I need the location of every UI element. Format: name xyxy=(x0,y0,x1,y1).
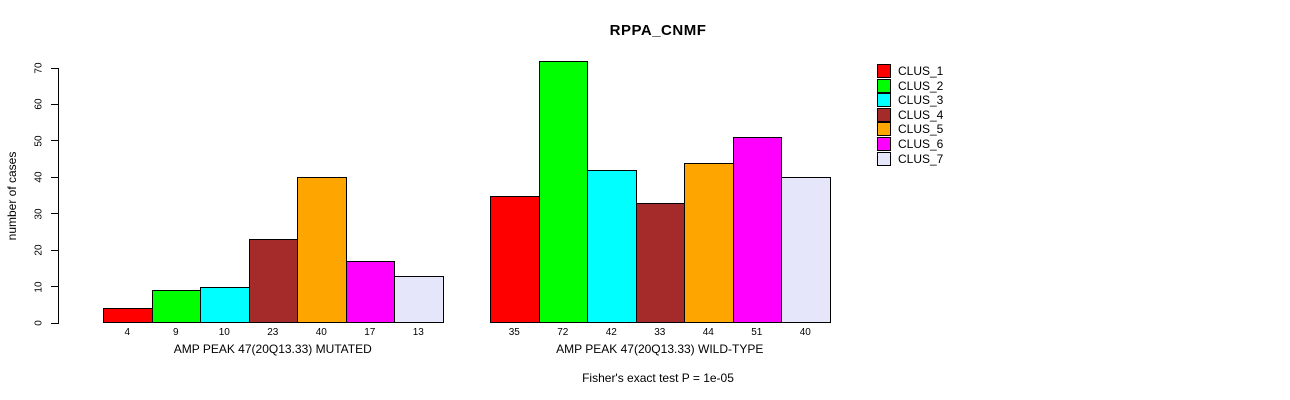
y-axis-line xyxy=(58,68,59,324)
bar-value-label: 33 xyxy=(654,327,666,338)
legend-swatch-clus_3 xyxy=(877,93,891,108)
legend-swatch-clus_7 xyxy=(877,151,891,166)
y-tick-mark xyxy=(51,322,58,324)
bar-value-label: 72 xyxy=(557,327,569,338)
bar-clus_2 xyxy=(151,290,201,323)
bar-clus_3 xyxy=(587,170,637,323)
bar-value-label: 13 xyxy=(412,327,424,338)
legend-label-clus_6: CLUS_6 xyxy=(898,137,944,151)
bar-clus_6 xyxy=(345,261,395,323)
y-tick-mark xyxy=(51,213,58,215)
legend-swatch-clus_4 xyxy=(877,107,891,122)
bar-value-label: 9 xyxy=(172,327,179,338)
bar-clus_7 xyxy=(781,177,831,323)
bar-clus_5 xyxy=(297,177,347,323)
bar-value-label: 23 xyxy=(267,327,279,338)
legend-label-clus_5: CLUS_5 xyxy=(898,122,944,137)
bar-value-label: 17 xyxy=(364,327,376,338)
y-tick-mark xyxy=(51,176,58,178)
y-tick-mark xyxy=(51,103,58,105)
bar-clus_5 xyxy=(684,162,734,323)
legend-label-clus_2: CLUS_2 xyxy=(898,78,944,93)
y-tick-label: 10 xyxy=(33,281,45,293)
bar-value-label: 44 xyxy=(702,327,714,338)
y-tick-label: 40 xyxy=(33,171,45,183)
legend-swatch-clus_2 xyxy=(877,78,891,93)
group-label: AMP PEAK 47(20Q13.33) MUTATED xyxy=(173,342,372,356)
y-tick-mark xyxy=(51,286,58,288)
bar-clus_2 xyxy=(538,60,588,323)
legend-label-clus_4: CLUS_4 xyxy=(898,107,944,122)
bar-value-label: 51 xyxy=(751,327,763,338)
legend-label-clus_3: CLUS_3 xyxy=(898,93,944,108)
bar-clus_6 xyxy=(732,137,782,323)
bar-clus_1 xyxy=(490,195,540,323)
y-axis-label: number of cases xyxy=(5,151,19,241)
fisher-test-caption: Fisher's exact test P = 1e-05 xyxy=(582,371,734,385)
legend-swatch-clus_5 xyxy=(877,122,891,137)
legend-swatch-clus_1 xyxy=(877,64,891,78)
bar-clus_3 xyxy=(200,286,250,323)
y-tick-mark xyxy=(51,67,58,69)
bar-clus_7 xyxy=(394,275,444,323)
bar-value-label: 35 xyxy=(508,327,520,338)
legend-swatch-clus_6 xyxy=(877,137,891,151)
y-tick-label: 60 xyxy=(33,98,45,110)
bar-clus_4 xyxy=(635,202,685,323)
chart-title: RPPA_CNMF xyxy=(609,22,707,39)
y-tick-mark xyxy=(51,140,58,142)
legend-label-clus_7: CLUS_7 xyxy=(898,151,944,166)
bar-value-label: 4 xyxy=(124,327,131,338)
legend-label-clus_1: CLUS_1 xyxy=(898,64,944,78)
y-tick-label: 70 xyxy=(33,62,45,74)
y-tick-label: 0 xyxy=(33,320,45,326)
bar-clus_1 xyxy=(103,308,153,323)
bar-value-label: 42 xyxy=(605,327,617,338)
bar-value-label: 40 xyxy=(799,327,811,338)
y-tick-label: 20 xyxy=(33,244,45,256)
y-tick-mark xyxy=(51,249,58,251)
y-tick-label: 30 xyxy=(33,208,45,220)
bar-value-label: 40 xyxy=(315,327,327,338)
bar-clus_4 xyxy=(248,239,298,323)
y-tick-label: 50 xyxy=(33,135,45,147)
bar-value-label: 10 xyxy=(218,327,230,338)
group-label: AMP PEAK 47(20Q13.33) WILD-TYPE xyxy=(556,342,764,356)
